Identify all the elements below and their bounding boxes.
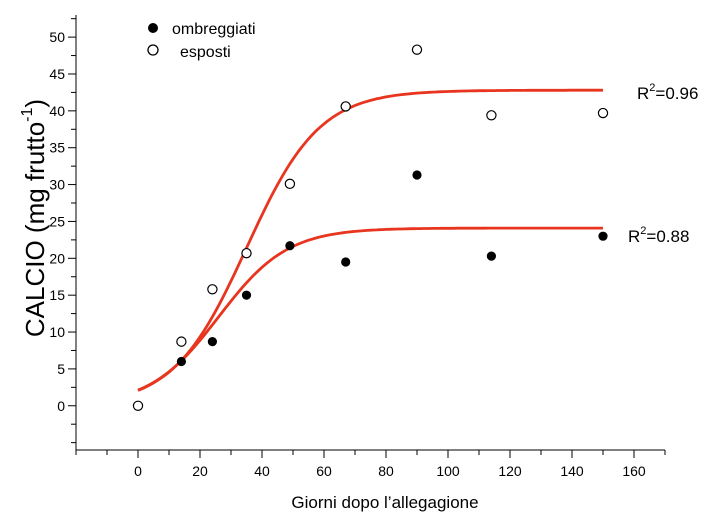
x-tick-label: 20 <box>192 463 208 479</box>
data-point-ombreggiati <box>412 170 422 180</box>
x-tick-label: 80 <box>378 463 394 479</box>
data-point-esposti <box>207 284 218 295</box>
fit-curve-ombreggiati <box>137 226 603 392</box>
y-tick-label: 10 <box>49 324 65 340</box>
fit-curve-esposti <box>137 88 603 392</box>
x-axis-label: Giorni dopo l’allegagione <box>291 493 478 512</box>
y-tick-label: 15 <box>49 287 65 303</box>
y-tick-label: 0 <box>57 398 65 414</box>
y-tick-label: 5 <box>57 361 65 377</box>
r2-value: =0.88 <box>646 227 689 246</box>
axes: 0 20 40 60 80 100 120 140 160 0 5 10 15 20 25 30 35 40 45 5… <box>49 15 666 479</box>
data-point-ombreggiati <box>285 241 295 251</box>
data-point-ombreggiati <box>241 290 252 300</box>
x-tick-label: 140 <box>560 463 584 479</box>
x-tick-label: 0 <box>134 463 142 479</box>
y-tick-label: 30 <box>49 177 65 193</box>
r2-superscript: 2 <box>640 225 646 237</box>
r2-label-ombreggiati: R2=0.88 <box>628 225 689 246</box>
data-point-ombreggiati <box>341 257 351 267</box>
data-point-esposti <box>597 107 609 119</box>
r2-symbol: R <box>628 227 640 246</box>
data-point-esposti <box>284 178 296 190</box>
data-point-ombreggiati <box>207 337 217 347</box>
data-point-esposti <box>176 336 187 347</box>
r2-symbol: R <box>637 84 649 103</box>
fit-lines <box>137 88 603 392</box>
legend-label-ombreggiati: ombreggiati <box>172 21 256 38</box>
data-markers <box>132 44 609 411</box>
data-point-esposti <box>340 101 351 112</box>
y-axis-label-close: ) <box>20 99 50 108</box>
svg-text:CALCIO (mg frutto-1): CALCIO (mg frutto-1) <box>19 99 50 337</box>
r2-superscript: 2 <box>649 82 655 94</box>
y-axis-label-main: CALCIO (mg frutto <box>20 122 50 337</box>
legend-marker-esposti <box>147 44 159 56</box>
y-tick-label: 20 <box>49 250 65 266</box>
data-point-ombreggiati <box>598 231 608 241</box>
y-tick-label: 35 <box>49 140 65 156</box>
data-point-esposti <box>132 400 144 411</box>
x-tick-label: 160 <box>622 463 646 479</box>
data-point-esposti <box>241 247 252 259</box>
data-point-ombreggiati <box>486 251 496 261</box>
y-tick-label: 40 <box>49 103 65 119</box>
data-point-esposti <box>486 110 497 121</box>
r2-label-esposti: R2=0.96 <box>637 82 698 103</box>
x-tick-label: 100 <box>436 463 460 479</box>
r2-value: =0.96 <box>655 84 698 103</box>
legend-label-esposti: esposti <box>180 44 231 61</box>
y-tick-label: 45 <box>49 66 65 82</box>
x-tick-label: 40 <box>254 463 270 479</box>
legend: ombreggiati esposti <box>147 21 256 61</box>
y-tick-label: 25 <box>49 213 65 229</box>
x-tick-label: 60 <box>316 463 332 479</box>
y-tick-label: 50 <box>49 29 65 45</box>
legend-marker-ombreggiati <box>148 23 158 33</box>
data-point-ombreggiati <box>176 356 186 367</box>
svg-text:R2=0.88: R2=0.88 <box>628 225 689 246</box>
y-axis-label: CALCIO (mg frutto-1) <box>19 99 50 337</box>
y-axis-label-superscript: -1 <box>19 107 36 121</box>
svg-text:R2=0.96: R2=0.96 <box>637 82 698 103</box>
x-tick-label: 120 <box>498 463 522 479</box>
data-point-esposti <box>411 44 423 55</box>
